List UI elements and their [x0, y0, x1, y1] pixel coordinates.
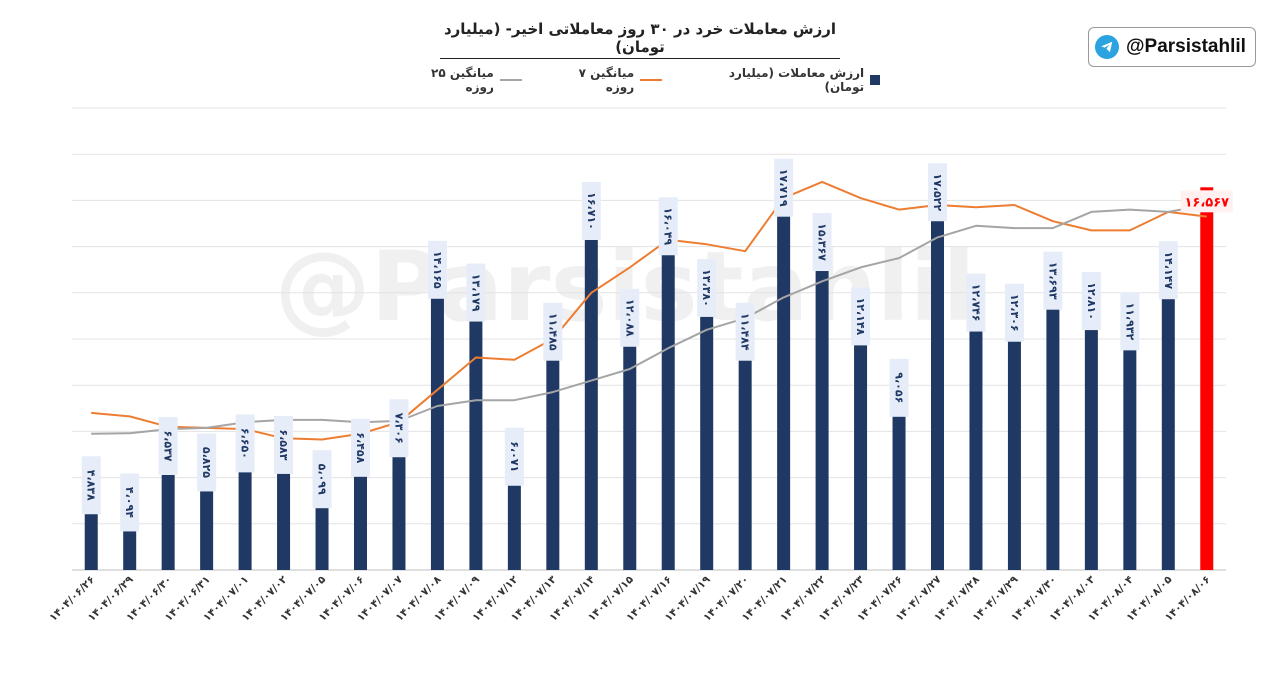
- data-label-bg: [389, 399, 409, 458]
- data-label-bg: [427, 240, 447, 299]
- data-label: ۶،۵۳۷: [162, 430, 175, 461]
- telegram-badge[interactable]: @Parsistahlil: [1088, 27, 1256, 67]
- bar: [1200, 187, 1214, 570]
- data-label: ۵،۸۲۵: [200, 447, 213, 478]
- data-label: ۱۴،۱۶۵: [431, 251, 444, 289]
- data-label-bg: [81, 456, 101, 515]
- data-label-bg: [697, 258, 717, 317]
- bar: [469, 265, 483, 570]
- bar: [1161, 243, 1175, 571]
- bar: [854, 289, 868, 570]
- legend-label-value: ارزش معاملات (میلیارد تومان): [728, 66, 865, 94]
- bar: [700, 260, 714, 570]
- data-label: ۱۳،۶۹۳: [1046, 262, 1059, 300]
- legend-item-value: ارزش معاملات (میلیارد تومان): [688, 66, 880, 94]
- data-label: ۱۲،۷۴۶: [969, 284, 982, 322]
- data-label-bg: [1120, 292, 1140, 351]
- bar: [815, 215, 829, 571]
- data-label-bg: [966, 273, 986, 332]
- data-label-bg: [197, 433, 217, 492]
- bar: [969, 275, 983, 570]
- data-label: ۱۶،۵۶۷: [1184, 195, 1229, 210]
- data-label-bg: [466, 263, 486, 322]
- data-label: ۱۱،۴۸۴: [739, 313, 752, 351]
- data-label: ۱۶،۷۱۰: [585, 192, 598, 230]
- legend-swatch-bar: [870, 75, 880, 85]
- bar: [546, 304, 560, 570]
- data-label: ۷،۳۰۶: [392, 413, 405, 444]
- bar: [1123, 294, 1137, 570]
- data-label: ۱۴،۱۴۷: [1162, 251, 1175, 289]
- data-label-bg: [658, 197, 678, 256]
- data-label: ۴،۸۳۸: [85, 470, 98, 501]
- data-label-bg: [581, 181, 601, 240]
- data-label: ۱۲،۳۰۶: [1008, 294, 1021, 332]
- data-label: ۱۷،۵۲۲: [931, 173, 944, 211]
- data-label: ۶،۴۵۸: [354, 432, 367, 463]
- bar: [777, 160, 791, 570]
- data-label-bg: [312, 450, 332, 509]
- data-label: ۱۶،۰۴۹: [662, 207, 675, 245]
- data-label-bg: [851, 287, 871, 346]
- data-label: ۱۳،۳۸۰: [700, 269, 713, 307]
- bar: [1007, 285, 1021, 570]
- data-label: ۱۱،۴۸۵: [546, 313, 559, 351]
- data-label: ۱۱،۹۳۲: [1123, 302, 1136, 340]
- data-label-bg: [235, 414, 255, 473]
- legend-label-ma25: میانگین ۲۵ روزه: [431, 66, 494, 94]
- data-label-bg: [120, 473, 140, 532]
- data-label-bg: [928, 163, 947, 222]
- bar: [661, 199, 675, 570]
- data-label: ۶،۶۵۰: [239, 428, 252, 459]
- bar: [623, 290, 637, 570]
- data-label: ۶،۵۸۳: [277, 429, 290, 460]
- chart-legend: ارزش معاملات (میلیارد تومان) میانگین ۷ ر…: [400, 66, 880, 94]
- channel-handle: @Parsistahlil: [1126, 36, 1246, 57]
- data-label-bg: [1004, 283, 1024, 342]
- legend-item-ma25: میانگین ۲۵ روزه: [400, 66, 522, 94]
- data-label-bg: [1158, 241, 1178, 300]
- data-label-bg: [1180, 190, 1233, 213]
- data-label-bg: [889, 358, 909, 417]
- legend-label-ma7: میانگین ۷ روزه: [578, 66, 635, 94]
- data-label-bg: [274, 415, 294, 474]
- data-label: ۱۵،۳۶۷: [816, 223, 829, 261]
- data-label-bg: [158, 416, 178, 475]
- telegram-icon: [1095, 35, 1119, 59]
- legend-item-ma7: میانگین ۷ روزه: [548, 66, 662, 94]
- data-label: ۱۲،۰۸۸: [623, 299, 636, 337]
- data-label: ۵،۰۹۹: [316, 464, 329, 495]
- legend-swatch-ma25: [499, 79, 522, 81]
- data-label: ۱۲،۱۴۸: [854, 298, 867, 336]
- data-label-bg: [774, 158, 794, 217]
- data-label-bg: [1043, 251, 1063, 310]
- data-label-bg: [735, 302, 755, 361]
- data-label-bg: [1081, 272, 1101, 331]
- bar: [1046, 253, 1060, 570]
- data-label-bg: [812, 213, 832, 272]
- bar: [584, 183, 598, 570]
- data-label: ۹،۰۵۶: [893, 372, 906, 403]
- bar: [1084, 274, 1098, 570]
- data-label-bg: [504, 427, 524, 486]
- bar: [738, 304, 752, 570]
- data-label-bg: [543, 302, 563, 361]
- legend-swatch-ma7: [640, 79, 662, 81]
- data-label-bg: [351, 418, 370, 477]
- bar: [931, 165, 944, 570]
- data-label: ۶،۰۷۱: [508, 441, 521, 472]
- data-label: ۱۳،۱۷۹: [469, 274, 482, 312]
- data-label: ۱۷،۷۱۹: [777, 169, 790, 207]
- data-label: ۴،۰۹۴: [123, 487, 136, 518]
- data-label: ۱۲،۸۱۰: [1085, 282, 1098, 320]
- data-label-bg: [620, 288, 640, 347]
- chart-title: ارزش معاملات خرد در ۳۰ روز معاملاتی اخیر…: [440, 20, 840, 59]
